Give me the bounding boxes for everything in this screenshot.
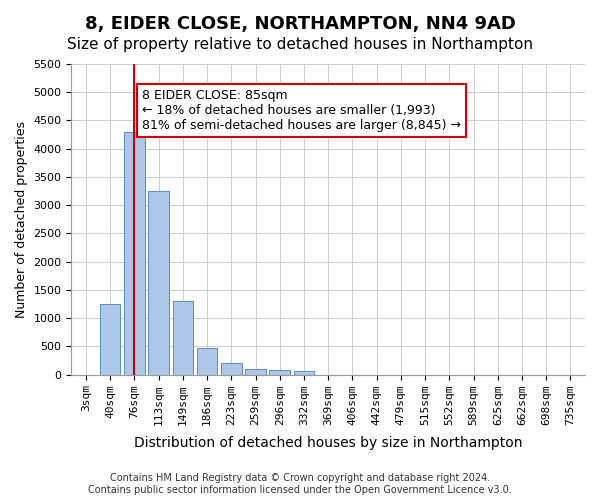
- Bar: [245, 369, 266, 374]
- Bar: [221, 364, 242, 374]
- Bar: [148, 191, 169, 374]
- Bar: [100, 304, 121, 374]
- Bar: [173, 301, 193, 374]
- Text: Contains HM Land Registry data © Crown copyright and database right 2024.
Contai: Contains HM Land Registry data © Crown c…: [88, 474, 512, 495]
- Bar: [269, 370, 290, 374]
- Y-axis label: Number of detached properties: Number of detached properties: [15, 121, 28, 318]
- Bar: [293, 372, 314, 374]
- Text: Size of property relative to detached houses in Northampton: Size of property relative to detached ho…: [67, 38, 533, 52]
- X-axis label: Distribution of detached houses by size in Northampton: Distribution of detached houses by size …: [134, 436, 523, 450]
- Bar: [124, 132, 145, 374]
- Bar: [197, 348, 217, 374]
- Text: 8, EIDER CLOSE, NORTHAMPTON, NN4 9AD: 8, EIDER CLOSE, NORTHAMPTON, NN4 9AD: [85, 15, 515, 33]
- Text: 8 EIDER CLOSE: 85sqm
← 18% of detached houses are smaller (1,993)
81% of semi-de: 8 EIDER CLOSE: 85sqm ← 18% of detached h…: [142, 90, 461, 132]
